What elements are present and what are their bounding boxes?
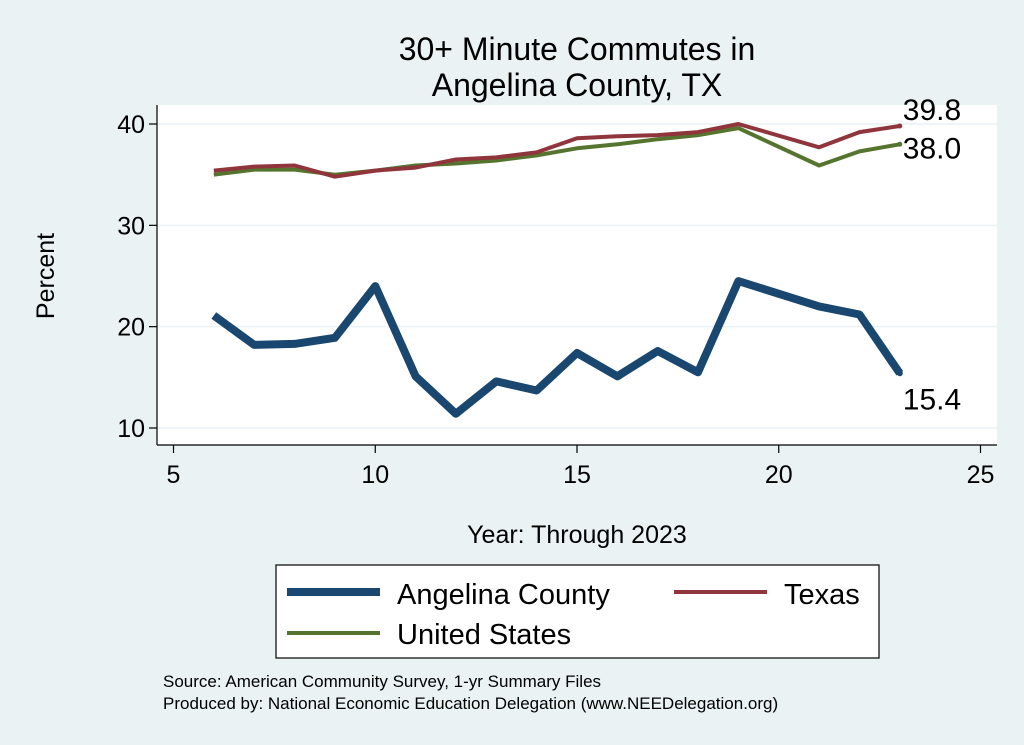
x-tick-label-15: 15 <box>563 461 591 489</box>
x-axis-title: Year: Through 2023 <box>467 521 687 549</box>
series-line-angelina-county <box>211 277 904 418</box>
series-end-marker-angelina-county <box>896 370 903 377</box>
end-label-texas: 39.8 <box>903 94 961 127</box>
end-labels: 15.4 39.8 38.0 <box>903 94 961 416</box>
axes: 10 20 30 40 5 10 15 20 25 <box>117 105 997 489</box>
chart-title-line-1: 30+ Minute Commutes in <box>399 31 756 67</box>
legend-label-united-states: United States <box>397 619 571 651</box>
plot-area <box>157 105 997 445</box>
legend-box <box>275 564 880 659</box>
producer-note: Produced by: National Economic Education… <box>163 694 778 713</box>
series-line-texas <box>213 122 901 179</box>
grid-lines <box>157 123 997 429</box>
x-tick-label-10: 10 <box>361 461 389 489</box>
source-note: Source: American Community Survey, 1-yr … <box>163 672 601 691</box>
y-axis-title: Percent <box>32 233 60 319</box>
y-tick-label-40: 40 <box>117 111 145 139</box>
legend-label-texas: Texas <box>784 579 860 611</box>
end-label-angelina-county: 15.4 <box>903 383 961 416</box>
series-end-marker-texas <box>897 123 903 129</box>
y-tick-label-30: 30 <box>117 212 145 240</box>
series-end-marker-united-states <box>897 141 903 147</box>
chart-title-line-2: Angelina County, TX <box>432 67 723 103</box>
series-lines <box>211 122 904 418</box>
x-tick-label-25: 25 <box>967 461 995 489</box>
end-label-united-states: 38.0 <box>903 132 961 165</box>
y-tick-label-20: 20 <box>117 314 145 342</box>
x-tick-label-5: 5 <box>167 461 181 489</box>
x-tick-label-20: 20 <box>765 461 793 489</box>
legend-label-angelina-county: Angelina County <box>397 579 610 611</box>
y-tick-label-10: 10 <box>117 415 145 443</box>
legend: Angelina County Texas United States <box>275 564 880 659</box>
